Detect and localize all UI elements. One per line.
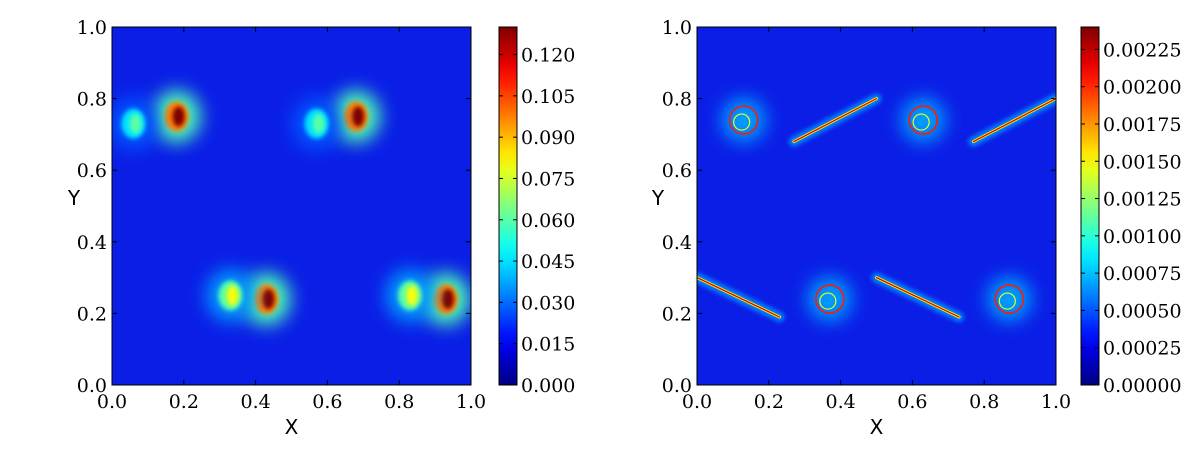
heatmap-blob-core: [226, 285, 239, 306]
heatmap-vortex-halo: [807, 277, 852, 322]
heatmap-vortex-halo: [987, 277, 1032, 322]
y-axis-label: Y: [67, 186, 81, 210]
heatmap-panel-2: 0.0 0.2 0.4 0.6 0.8 1.0 0.0 0.2 0.4 0.6 0.8 1.0 X Y: [651, 17, 1071, 439]
x-tick-label: 0.6: [312, 391, 342, 413]
plot-frame: [111, 26, 472, 386]
colorbar-tick-label: 0.00100: [1103, 226, 1182, 248]
y-tick-label: 0.8: [77, 89, 107, 111]
x-tick-label: 0.6: [897, 391, 927, 413]
heatmap-blob-core: [405, 285, 418, 306]
colorbar-tick-label: 0.075: [521, 168, 575, 190]
heatmap-streak-core: [793, 97, 878, 143]
heatmap-vortex-ring: [994, 284, 1025, 314]
colorbar-gradient: [1080, 26, 1100, 386]
colorbar-tick-label: 0.00075: [1103, 263, 1182, 285]
x-tick-label: 0.8: [384, 391, 414, 413]
heatmap-streak-core: [972, 97, 1056, 143]
colorbar-tick-label: 0.120: [521, 45, 575, 67]
x-tick-label: 0.0: [97, 391, 127, 413]
colorbar-tick-label: 0.00125: [1103, 189, 1182, 211]
colorbar-tick-label: 0.045: [521, 251, 575, 273]
colorbar-tick-label: 0.015: [521, 334, 575, 356]
heatmap-vortex-ring: [728, 105, 759, 135]
colorbar: 0.00000 0.00025 0.00050 0.00075 0.00100 0.001…: [1080, 26, 1182, 397]
heatmap-vortex-ring: [908, 105, 938, 135]
colorbar-tick-label: 0.030: [521, 292, 575, 314]
y-tick-label: 1.0: [662, 17, 692, 39]
y-tick-label: 0.4: [77, 232, 107, 254]
heatmap-vortex-halo: [901, 98, 946, 143]
y-tick-label: 1.0: [77, 17, 107, 39]
colorbar-tick-label: 0.105: [521, 86, 575, 108]
plot-frame: [696, 26, 1057, 386]
colorbar-tick-label: 0.00050: [1103, 300, 1182, 322]
heatmap-blob-core: [312, 113, 325, 134]
heatmap-blob-core: [262, 289, 275, 310]
heatmap-panel-1: 0.0 0.2 0.4 0.6 0.8 1.0 0.0 0.2 0.4 0.6 0.8 1.0 X Y: [67, 17, 486, 439]
colorbar-gradient: [498, 26, 518, 386]
x-axis-label: X: [870, 415, 884, 439]
heatmap-vortex-ring: [815, 284, 845, 314]
y-tick-label: 0.6: [662, 160, 692, 182]
x-tick-label: 0.2: [754, 391, 784, 413]
heatmap-blob-core: [129, 113, 142, 134]
heatmap-streak-core: [875, 277, 960, 318]
heatmap-field: [697, 93, 1056, 322]
heatmap-blob-core: [172, 106, 185, 127]
x-axis-label: X: [285, 415, 299, 439]
colorbar-tick-label: 0.060: [521, 210, 575, 232]
colorbar-tick-label: 0.00225: [1103, 39, 1182, 61]
colorbar-tick-label: 0.00150: [1103, 151, 1182, 173]
x-tick-label: 0.2: [169, 391, 199, 413]
y-tick-label: 0.0: [662, 375, 692, 397]
heatmap-background: [697, 27, 1056, 385]
y-tick-label: 0.6: [77, 160, 107, 182]
colorbar-tick-label: 0.00000: [1103, 375, 1182, 397]
x-tick-label: 1.0: [1041, 391, 1071, 413]
x-tick-label: 0.8: [969, 391, 999, 413]
y-tick-label: 0.2: [662, 303, 692, 325]
y-axis-label: Y: [651, 186, 665, 210]
heatmap-field: [112, 90, 470, 326]
colorbar: 0.000 0.015 0.030 0.045 0.060 0.075 0.090 0.105…: [498, 26, 575, 397]
colorbar-tick-label: 0.00200: [1103, 77, 1182, 99]
heatmap-blob-core: [441, 289, 454, 310]
x-tick-label: 0.4: [240, 391, 270, 413]
colorbar-tick-label: 0.090: [521, 127, 575, 149]
heatmap-blob-core: [352, 106, 365, 127]
y-tick-label: 0.0: [77, 375, 107, 397]
heatmap-vortex-halo: [721, 98, 766, 143]
colorbar-tick-label: 0.00175: [1103, 114, 1182, 136]
heatmap-streak-core: [697, 277, 781, 318]
y-tick-label: 0.2: [77, 303, 107, 325]
y-tick-label: 0.4: [662, 232, 692, 254]
colorbar-tick-label: 0.000: [521, 375, 575, 397]
heatmap-background: [112, 27, 471, 385]
heatmap-vortex-inner: [998, 292, 1016, 310]
heatmap-vortex-inner: [912, 113, 930, 131]
y-tick-label: 0.8: [662, 89, 692, 111]
heatmap-vortex-inner: [733, 113, 751, 131]
heatmap-vortex-inner: [819, 292, 837, 310]
x-tick-label: 0.4: [825, 391, 855, 413]
x-tick-label: 1.0: [456, 391, 486, 413]
colorbar-tick-label: 0.00025: [1103, 338, 1182, 360]
x-tick-label: 0.0: [682, 391, 712, 413]
